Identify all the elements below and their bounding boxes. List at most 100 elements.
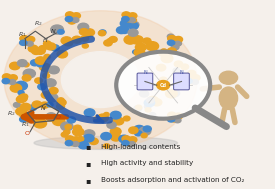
Circle shape: [21, 114, 32, 122]
Circle shape: [139, 127, 151, 135]
Circle shape: [167, 40, 175, 45]
Circle shape: [16, 108, 27, 115]
Circle shape: [119, 135, 129, 143]
Circle shape: [57, 99, 66, 106]
Circle shape: [9, 75, 17, 81]
Circle shape: [168, 36, 176, 41]
Circle shape: [109, 36, 117, 42]
Circle shape: [23, 63, 29, 67]
Circle shape: [169, 114, 180, 122]
Circle shape: [219, 71, 238, 84]
Circle shape: [73, 128, 84, 136]
Ellipse shape: [34, 136, 178, 149]
Circle shape: [167, 117, 175, 122]
Circle shape: [84, 134, 94, 142]
Circle shape: [134, 49, 145, 56]
Circle shape: [98, 31, 106, 36]
Circle shape: [128, 142, 135, 146]
Circle shape: [99, 30, 106, 35]
Circle shape: [139, 91, 149, 97]
Circle shape: [4, 11, 197, 149]
Text: $R_1$: $R_1$: [18, 30, 27, 39]
Circle shape: [123, 14, 134, 22]
Circle shape: [107, 122, 116, 128]
Circle shape: [46, 113, 56, 120]
Circle shape: [161, 49, 167, 53]
Circle shape: [43, 41, 51, 46]
Circle shape: [51, 25, 64, 34]
Circle shape: [67, 117, 76, 123]
Circle shape: [64, 39, 73, 46]
Text: $H$: $H$: [43, 36, 49, 44]
Circle shape: [128, 29, 138, 36]
Circle shape: [7, 76, 15, 81]
Circle shape: [44, 54, 50, 59]
Circle shape: [122, 12, 130, 18]
Circle shape: [174, 113, 183, 119]
Circle shape: [20, 40, 27, 45]
Circle shape: [10, 62, 20, 70]
Circle shape: [185, 78, 192, 84]
Text: N: N: [143, 70, 147, 75]
Circle shape: [34, 119, 46, 128]
Circle shape: [35, 57, 46, 64]
Circle shape: [67, 14, 78, 22]
Circle shape: [143, 126, 151, 132]
Circle shape: [167, 48, 176, 54]
Circle shape: [174, 61, 183, 67]
Circle shape: [100, 116, 107, 121]
Circle shape: [147, 96, 158, 104]
Circle shape: [122, 136, 130, 142]
Circle shape: [51, 45, 59, 51]
Circle shape: [4, 75, 15, 84]
Circle shape: [169, 37, 180, 45]
Circle shape: [65, 12, 74, 18]
Circle shape: [26, 113, 35, 119]
Text: ▪: ▪: [85, 176, 90, 185]
Circle shape: [45, 79, 56, 87]
Text: High activity and stability: High activity and stability: [101, 160, 193, 166]
Circle shape: [135, 43, 146, 51]
Circle shape: [192, 75, 200, 81]
Circle shape: [72, 13, 80, 19]
Text: ▪: ▪: [85, 159, 90, 168]
Circle shape: [97, 114, 108, 122]
Circle shape: [61, 52, 140, 108]
Circle shape: [46, 43, 56, 50]
Circle shape: [133, 50, 138, 54]
Circle shape: [28, 45, 38, 52]
Circle shape: [72, 142, 79, 146]
Circle shape: [111, 134, 121, 141]
Circle shape: [130, 18, 136, 22]
Circle shape: [135, 131, 142, 136]
Circle shape: [35, 78, 42, 83]
Circle shape: [18, 91, 24, 95]
Text: $R_2$: $R_2$: [7, 109, 16, 118]
Circle shape: [31, 60, 39, 66]
Circle shape: [21, 37, 32, 45]
Text: $O$: $O$: [56, 113, 62, 121]
Circle shape: [128, 22, 138, 29]
Circle shape: [32, 101, 42, 108]
Circle shape: [116, 52, 210, 119]
Circle shape: [146, 42, 159, 51]
Circle shape: [9, 80, 16, 84]
Circle shape: [128, 13, 137, 19]
Circle shape: [72, 36, 82, 43]
Circle shape: [94, 117, 101, 122]
Circle shape: [89, 138, 98, 145]
Circle shape: [113, 117, 124, 125]
Circle shape: [81, 36, 89, 41]
Circle shape: [43, 73, 50, 78]
Circle shape: [47, 102, 53, 107]
Circle shape: [65, 16, 73, 22]
Circle shape: [65, 125, 72, 129]
Circle shape: [168, 112, 176, 118]
Circle shape: [2, 74, 11, 80]
Circle shape: [20, 94, 28, 99]
Text: $N$: $N$: [50, 27, 57, 35]
Circle shape: [20, 36, 28, 41]
Circle shape: [120, 27, 129, 33]
Text: ▪: ▪: [85, 142, 90, 151]
Circle shape: [173, 68, 180, 73]
